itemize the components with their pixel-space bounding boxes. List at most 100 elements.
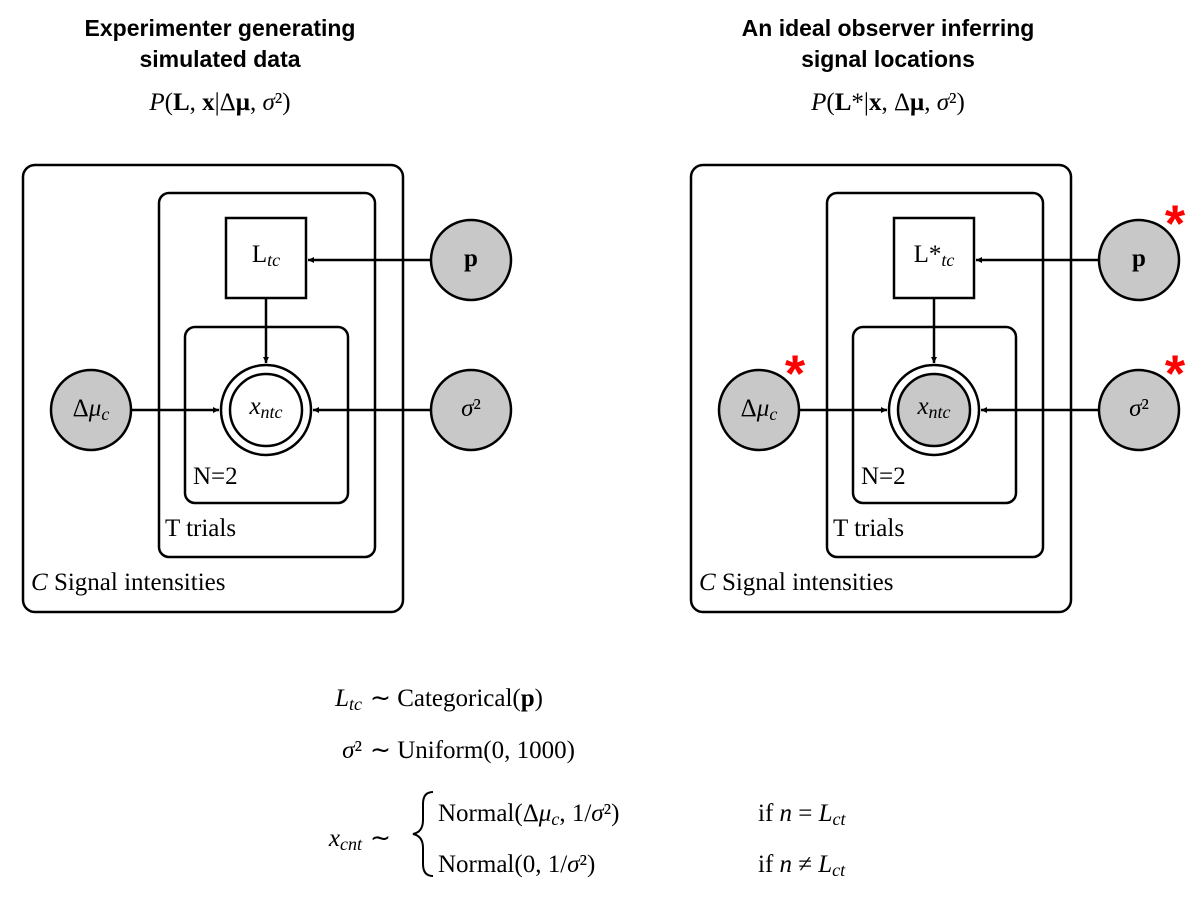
equation-rhs-bold: p — [521, 685, 535, 712]
panel-formula-bold: L — [173, 89, 190, 116]
equation-rhs: ∼ Categorical(p) — [370, 685, 543, 712]
node-label: xntc​ — [248, 393, 282, 422]
equation-lhs: xcnt​ — [328, 825, 363, 854]
case-expression-part: ²) — [604, 800, 620, 827]
panel-formula-bold: x — [869, 89, 882, 116]
plate-label-italic: C — [31, 569, 48, 596]
node-label-subscript: c — [769, 404, 777, 424]
node-label-subscript: c — [101, 404, 109, 424]
equation-lhs-italic: σ — [342, 737, 356, 764]
equation-lhs-subscript: tc — [349, 694, 362, 714]
node-label-subscript: tc — [941, 250, 954, 270]
panel-formula-part: , Δ — [881, 89, 910, 116]
plate-label-part: N=2 — [861, 463, 906, 490]
plate-t — [157, 191, 377, 559]
plate-label: C Signal intensities — [31, 569, 225, 596]
node-label-part: Δ — [741, 395, 757, 422]
plate-label-italic: C — [699, 569, 716, 596]
panel-title: Experimenter generating — [85, 15, 356, 41]
node-label: xntc​ — [916, 393, 950, 422]
panel-formula-bold: x — [202, 89, 215, 116]
plate-label-part: Signal intensities — [48, 569, 226, 596]
panel-formula-part: , — [250, 89, 263, 116]
panel-formula: P(L, x|Δμ, σ²) — [148, 89, 290, 116]
panel-formula-bold: μ — [910, 89, 924, 116]
node-label-italic: μ — [756, 395, 770, 422]
node-label-italic: σ — [461, 395, 475, 422]
node-label-part: L — [252, 241, 267, 268]
plate-label: T trials — [833, 515, 904, 542]
node-label: p — [464, 245, 478, 272]
plate-label-part: T trials — [833, 515, 904, 542]
node-label-bold: p — [1132, 245, 1146, 272]
equation-rhs: ∼ — [370, 825, 391, 852]
plate-c — [21, 163, 405, 614]
node-label: σ² — [1129, 395, 1149, 422]
case-condition-italic: n — [780, 851, 793, 878]
inferred-marker: * — [1165, 346, 1186, 404]
case-condition-italic: L — [817, 851, 832, 878]
node-label: L*tc​ — [914, 241, 955, 270]
case-condition-italic: L — [818, 800, 833, 827]
node-label: Ltc​ — [252, 241, 280, 270]
node-label-bold: p — [464, 245, 478, 272]
panel-formula-bold: L — [835, 89, 852, 116]
case-condition-part: = — [792, 800, 819, 827]
case-condition-part: if — [758, 851, 780, 878]
node-deterministic — [892, 216, 976, 300]
plate-label-part: Signal intensities — [716, 569, 894, 596]
case-condition-subscript: ct — [833, 809, 847, 829]
node-label-italic: x — [916, 393, 928, 420]
node-label-italic: σ — [1129, 395, 1143, 422]
case-expression-italic: σ — [567, 851, 581, 878]
node-label-subscript: ntc — [261, 402, 283, 422]
node-label: Δμc​ — [741, 395, 778, 424]
node-inner — [896, 372, 972, 448]
plate-c — [689, 163, 1073, 614]
node-label-part: ² — [1141, 395, 1149, 422]
panel-formula-part: ( — [165, 89, 173, 116]
plate-label-part: N=2 — [193, 463, 238, 490]
plate-label: T trials — [165, 515, 236, 542]
panel-formula-part: ( — [826, 89, 834, 116]
panel-title: simulated data — [139, 46, 300, 72]
node-label-subscript: ntc — [929, 402, 951, 422]
equation-lhs-italic: x — [328, 825, 340, 852]
equation-rhs-part: ∼ Uniform(0, 1000) — [370, 737, 575, 764]
panel-formula-italic: P — [148, 89, 164, 116]
case-condition-subscript: ct — [832, 860, 846, 880]
panel-formula-italic: σ — [937, 89, 951, 116]
case-expression: Normal(0, 1/σ²) — [438, 851, 595, 878]
case-brace — [412, 791, 434, 877]
plate-label-part: T trials — [165, 515, 236, 542]
case-condition: if n ≠ Lct​ — [758, 851, 846, 880]
case-condition: if n = Lct​ — [758, 800, 847, 829]
node-label-italic: x — [248, 393, 260, 420]
case-condition-part: if — [758, 800, 780, 827]
equation-lhs-part: ² — [355, 737, 363, 764]
panel-formula-bold: μ — [236, 89, 250, 116]
node-inner — [228, 372, 304, 448]
plate-label: N=2 — [193, 463, 238, 490]
plate-label: N=2 — [861, 463, 906, 490]
case-expression-subscript: c — [551, 809, 559, 829]
node-label-part: Δ — [73, 395, 89, 422]
inferred-marker: * — [785, 346, 806, 404]
equation-rhs-part: ∼ — [370, 825, 391, 852]
case-expression-italic: σ — [591, 800, 605, 827]
equation-lhs: Ltc​ — [334, 685, 362, 714]
inferred-marker: * — [1165, 196, 1186, 254]
case-expression-italic: μ — [538, 800, 552, 827]
panel-formula-part: ²) — [275, 89, 291, 116]
panel-formula-part: , — [924, 89, 937, 116]
equation-lhs-italic: L — [334, 685, 349, 712]
case-expression: Normal(Δμc​, 1/σ²) — [438, 800, 619, 829]
panel-formula-italic: σ — [262, 89, 276, 116]
case-expression-part: , 1/ — [559, 800, 591, 827]
plate-label: C Signal intensities — [699, 569, 893, 596]
node-label-italic: μ — [88, 395, 102, 422]
panel-formula-part: , — [190, 89, 203, 116]
node-label: Δμc​ — [73, 395, 110, 424]
case-expression-part: Normal(Δ — [438, 800, 539, 827]
